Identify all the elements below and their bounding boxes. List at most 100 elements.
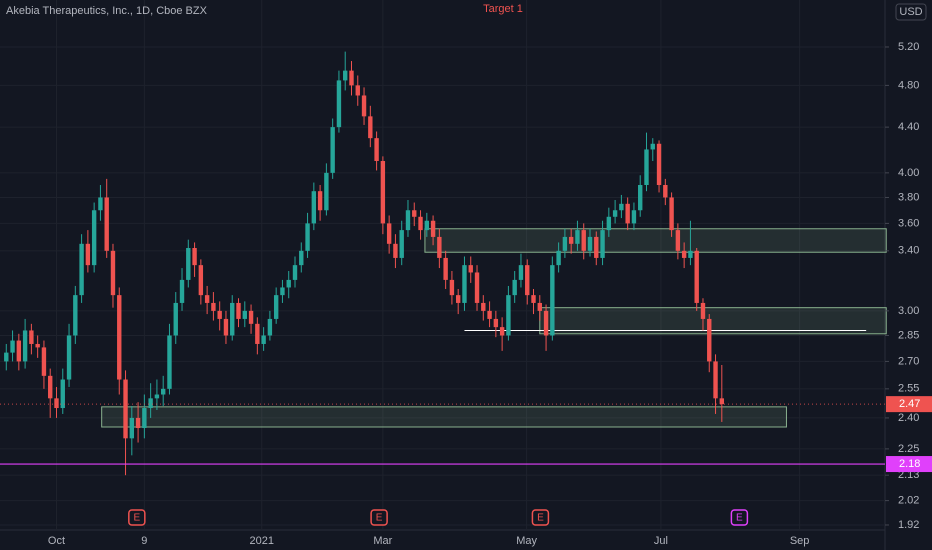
candle-body: [192, 248, 197, 266]
y-tick-label: 3.80: [898, 191, 919, 203]
candle-body: [311, 191, 317, 224]
candle-body: [91, 210, 97, 266]
candle-body: [380, 161, 386, 224]
earnings-marker-label[interactable]: E: [133, 513, 140, 524]
earnings-marker[interactable]: [370, 509, 388, 526]
candle-body: [719, 398, 725, 405]
candle-body: [644, 149, 649, 185]
y-tick-label: 1.92: [898, 519, 919, 531]
candle-body: [368, 116, 373, 139]
candle-body: [393, 243, 398, 258]
candle-body: [443, 257, 448, 280]
candle-body: [29, 330, 34, 344]
candle-body: [110, 250, 116, 296]
candle-body: [707, 318, 712, 362]
candle-body: [499, 327, 505, 336]
candle-body: [474, 272, 480, 303]
candle-body: [405, 210, 411, 231]
earnings-marker[interactable]: [730, 509, 749, 526]
chart-title: Akebia Therapeutics, Inc., 1D, Cboe BZX: [6, 5, 208, 17]
candle-body: [575, 230, 580, 244]
last-price-tag-label: 2.47: [899, 398, 920, 410]
y-tick-label: 2.55: [898, 383, 919, 395]
candle-body: [462, 265, 467, 303]
zone: [539, 307, 887, 335]
candle-body: [4, 352, 9, 362]
candle-body: [568, 236, 574, 244]
candle-body: [638, 184, 643, 211]
candle-body: [556, 250, 561, 266]
currency[interactable]: USD: [899, 6, 922, 18]
candle-body: [455, 295, 461, 303]
y-tick-label: 2.13: [898, 469, 919, 481]
candle-body: [104, 197, 109, 251]
candle-body: [204, 295, 210, 303]
candle-body: [98, 197, 103, 211]
x-tick-label: Sep: [790, 535, 810, 547]
candle-body: [562, 236, 568, 251]
candle-body: [299, 250, 304, 266]
candle-body: [73, 295, 78, 336]
candle-body: [160, 388, 166, 395]
candle-body: [324, 172, 329, 211]
x-tick-label: Mar: [373, 535, 392, 547]
candle-body: [292, 265, 298, 280]
plot: [0, 51, 887, 476]
candle-body: [305, 223, 310, 251]
candle-body: [117, 295, 122, 380]
candle-body: [317, 191, 323, 211]
candle-body: [612, 210, 618, 217]
candle-body: [481, 302, 486, 311]
candle-body: [261, 335, 266, 344]
candle-body: [242, 310, 247, 319]
y-tick-label: 3.40: [898, 245, 919, 257]
candle-body: [656, 143, 662, 185]
candle-body: [16, 340, 22, 362]
candle-body: [129, 417, 135, 439]
candle-body: [236, 302, 241, 319]
candle-body: [35, 343, 40, 348]
zone: [101, 406, 787, 428]
candle-body: [66, 335, 72, 380]
candle-body: [361, 95, 367, 117]
candle-body: [525, 265, 530, 296]
x-tick-label: 9: [141, 535, 147, 547]
y-tick-label: 3.00: [898, 305, 919, 317]
candle-body: [198, 265, 204, 296]
candle-body: [211, 302, 216, 311]
x-tick-label: Oct: [48, 535, 65, 547]
candle-body: [10, 340, 15, 353]
candle-body: [449, 279, 455, 296]
candle-body: [135, 417, 141, 429]
candle-body: [543, 310, 549, 336]
candle-body: [606, 216, 612, 231]
candle-body: [587, 236, 593, 251]
currency-box[interactable]: [895, 3, 927, 21]
y-tick-label: 5.20: [898, 41, 919, 53]
earnings-marker-label[interactable]: E: [376, 513, 383, 524]
candle-body: [248, 310, 254, 324]
y-tick-label: 2.02: [898, 495, 919, 507]
candle-body: [713, 361, 718, 399]
candle-body: [594, 236, 599, 258]
grid: [0, 0, 885, 530]
earnings-marker-label[interactable]: E: [736, 513, 743, 524]
candle-body: [518, 265, 524, 280]
candle-body: [386, 223, 392, 244]
y-tick-label: 2.70: [898, 355, 919, 367]
candle-body: [619, 203, 624, 211]
y-tick-label: 3.60: [898, 217, 919, 229]
earnings-marker-label[interactable]: E: [537, 513, 544, 524]
x-tick-label: 2021: [249, 535, 273, 547]
candle-body: [79, 243, 84, 296]
candle-body: [123, 379, 128, 439]
candle-body: [412, 210, 417, 217]
y-tick-label: 2.25: [898, 443, 919, 455]
y-tick-label: 2.85: [898, 329, 919, 341]
candle-body: [148, 398, 153, 409]
earnings-marker[interactable]: [128, 509, 146, 526]
candle-body: [493, 318, 499, 328]
level-tag-label: 2.18: [899, 458, 920, 470]
earnings-marker[interactable]: [531, 509, 550, 526]
